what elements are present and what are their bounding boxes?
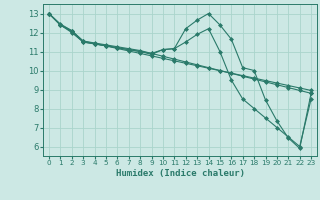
X-axis label: Humidex (Indice chaleur): Humidex (Indice chaleur) (116, 169, 244, 178)
